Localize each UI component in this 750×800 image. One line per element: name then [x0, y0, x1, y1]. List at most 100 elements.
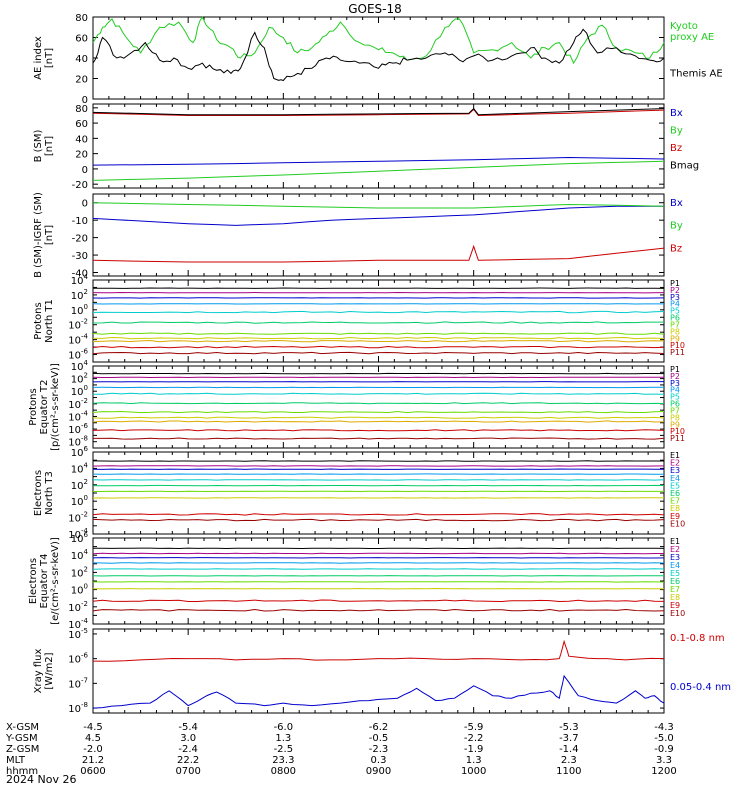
- legend-label: E3: [670, 466, 680, 475]
- y-tick-label: 102: [71, 288, 88, 302]
- legend-label: P3: [670, 293, 680, 302]
- legend-label: P6: [670, 400, 680, 409]
- legend-label: P1: [670, 365, 680, 374]
- y-tick-label: 106: [71, 531, 89, 545]
- y-tick-label: -10: [72, 216, 88, 227]
- series-line-by: [92, 202, 665, 209]
- x-tick-value: 0700: [175, 766, 200, 777]
- legend-label: P10: [670, 341, 685, 350]
- legend-label: Bmag: [670, 161, 699, 172]
- y-tick-label: 60: [75, 119, 88, 130]
- legend-label: P7: [670, 406, 680, 415]
- x-tick-value: 1000: [461, 766, 486, 777]
- y-tick-label: 60: [75, 34, 88, 45]
- series-line-e9: [92, 513, 665, 516]
- series-group: [92, 547, 665, 612]
- x-tick-value: 0800: [271, 766, 296, 777]
- legend-label: E5: [670, 481, 680, 490]
- series-line-p5: [92, 310, 665, 314]
- series-line-bz: [92, 244, 665, 263]
- y-tick-label: 40: [75, 54, 88, 65]
- series-line-by: [92, 160, 665, 181]
- series-group: [92, 372, 665, 440]
- panel-frame: [92, 451, 665, 535]
- series-line-bx: [92, 205, 664, 226]
- x-tick-value: -2.4: [178, 744, 198, 755]
- y-axis-label: B (SM): [33, 129, 44, 162]
- x-tick-value: 3.0: [180, 733, 196, 744]
- series-line-e9: [92, 599, 665, 603]
- legend-label: E7: [670, 585, 680, 594]
- series-line-e10: [92, 608, 665, 612]
- legend-label: Kyoto: [670, 21, 698, 32]
- panel-frame: [92, 365, 665, 449]
- legend-label: Themis AE: [669, 69, 723, 80]
- legend-label: Bz: [670, 243, 682, 254]
- legend-label: Bz: [670, 143, 682, 154]
- panel-frame: [92, 628, 665, 714]
- y-tick-label: 10-2: [68, 318, 88, 332]
- series-line-bx: [92, 156, 665, 166]
- y-tick-label: 10-2: [68, 600, 88, 614]
- x-tick-value: -1.9: [464, 744, 484, 755]
- legend-label: P11: [670, 434, 685, 443]
- legend-label: P11: [670, 348, 685, 357]
- y-axis-label: AE index: [33, 36, 44, 80]
- panel-frame: [92, 103, 665, 189]
- row-label: X-GSM: [6, 722, 39, 733]
- y-axis-label: [nT]: [44, 48, 55, 68]
- legend-label: E5: [670, 569, 680, 578]
- panel-xray: 10-8 10-7 10-6 10-5 Xray flux [W/m2] 0.1-0.8 n…: [33, 627, 731, 715]
- y-tick-label: 100: [71, 494, 88, 508]
- series-line-e10: [92, 518, 665, 522]
- series-line-bmag: [92, 107, 665, 116]
- legend-label: E6: [670, 489, 680, 498]
- legend-label: E8: [670, 504, 680, 513]
- y-axis-label: Equator T4: [39, 554, 50, 609]
- legend-label: P5: [670, 393, 680, 402]
- legend-label: E10: [670, 609, 685, 618]
- y-tick-label: 10-4: [68, 333, 88, 347]
- y-axis-label: Equator T2: [39, 380, 50, 435]
- y-axis-label: Protons: [28, 388, 39, 425]
- series-line-p6: [92, 321, 664, 324]
- legend-label: E1: [670, 537, 680, 546]
- legend-label: E9: [670, 512, 680, 521]
- legend-label: E2: [670, 545, 680, 554]
- y-tick-label: 20: [75, 75, 88, 86]
- x-tick-value: -5.3: [559, 722, 579, 733]
- y-axis-label: [nT]: [44, 136, 55, 156]
- series-line-themis-ae: [92, 28, 665, 82]
- legend-label: P7: [670, 320, 680, 329]
- x-tick-value: 1100: [556, 766, 581, 777]
- y-tick-label: 80: [75, 104, 88, 115]
- series-group: [92, 202, 665, 263]
- legend-label: E6: [670, 577, 680, 586]
- y-tick-label: 10-7: [68, 676, 88, 690]
- x-tick-value: 21.2: [82, 755, 104, 766]
- x-tick-value: -2.5: [274, 744, 294, 755]
- y-axis-label: [W/m2]: [44, 652, 55, 689]
- legend-label: P3: [670, 379, 680, 388]
- legend-label: P6: [670, 314, 680, 323]
- y-axis-label: Electrons: [28, 558, 39, 604]
- legend-label: E1: [670, 451, 680, 460]
- legend-label: 0.05-0.4 nm: [670, 682, 731, 693]
- x-tick-value: -2.3: [369, 744, 389, 755]
- series-line-p10: [92, 429, 665, 432]
- y-axis-label: Xray flux: [33, 649, 44, 694]
- x-tick-value: 23.3: [272, 755, 294, 766]
- y-axis-label: [e/(cm²-s-sr-keV)]: [50, 537, 61, 625]
- legend-label: E3: [670, 553, 680, 562]
- series-line-p5: [92, 392, 665, 395]
- y-tick-label: -20: [72, 234, 88, 245]
- x-tick-value: 0900: [366, 766, 391, 777]
- legend-label: Bx: [670, 198, 683, 209]
